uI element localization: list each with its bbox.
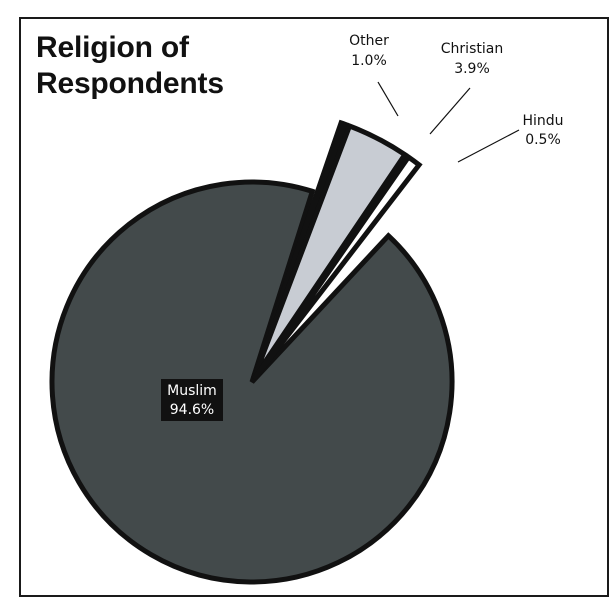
leader-lines xyxy=(377,81,520,163)
slice-value-hindu: 0.5% xyxy=(525,132,561,148)
slice-label-hindu: Hindu xyxy=(522,113,563,129)
chart-title-line-1: Religion of xyxy=(36,31,189,64)
chart-title-line-2: Respondents xyxy=(36,67,224,100)
slice-value-other: 1.0% xyxy=(351,53,387,69)
leader-line-other xyxy=(377,81,399,117)
slice-value-muslim: 94.6% xyxy=(170,402,214,418)
pie-slice-christian xyxy=(251,122,409,380)
slice-label-muslim: Muslim xyxy=(167,383,217,399)
leader-line-hindu xyxy=(457,129,520,163)
chart-title: Religion of Respondents xyxy=(36,30,224,102)
muslim-label-background xyxy=(161,379,223,421)
pie-slice-muslim xyxy=(49,179,455,585)
slice-label-christian: Christian xyxy=(441,41,503,57)
leader-line-christian xyxy=(429,87,471,135)
pie-slice-other xyxy=(252,153,423,381)
slice-value-christian: 3.9% xyxy=(454,61,490,77)
slice-label-other: Other xyxy=(349,33,389,49)
pie-slices xyxy=(49,119,455,585)
